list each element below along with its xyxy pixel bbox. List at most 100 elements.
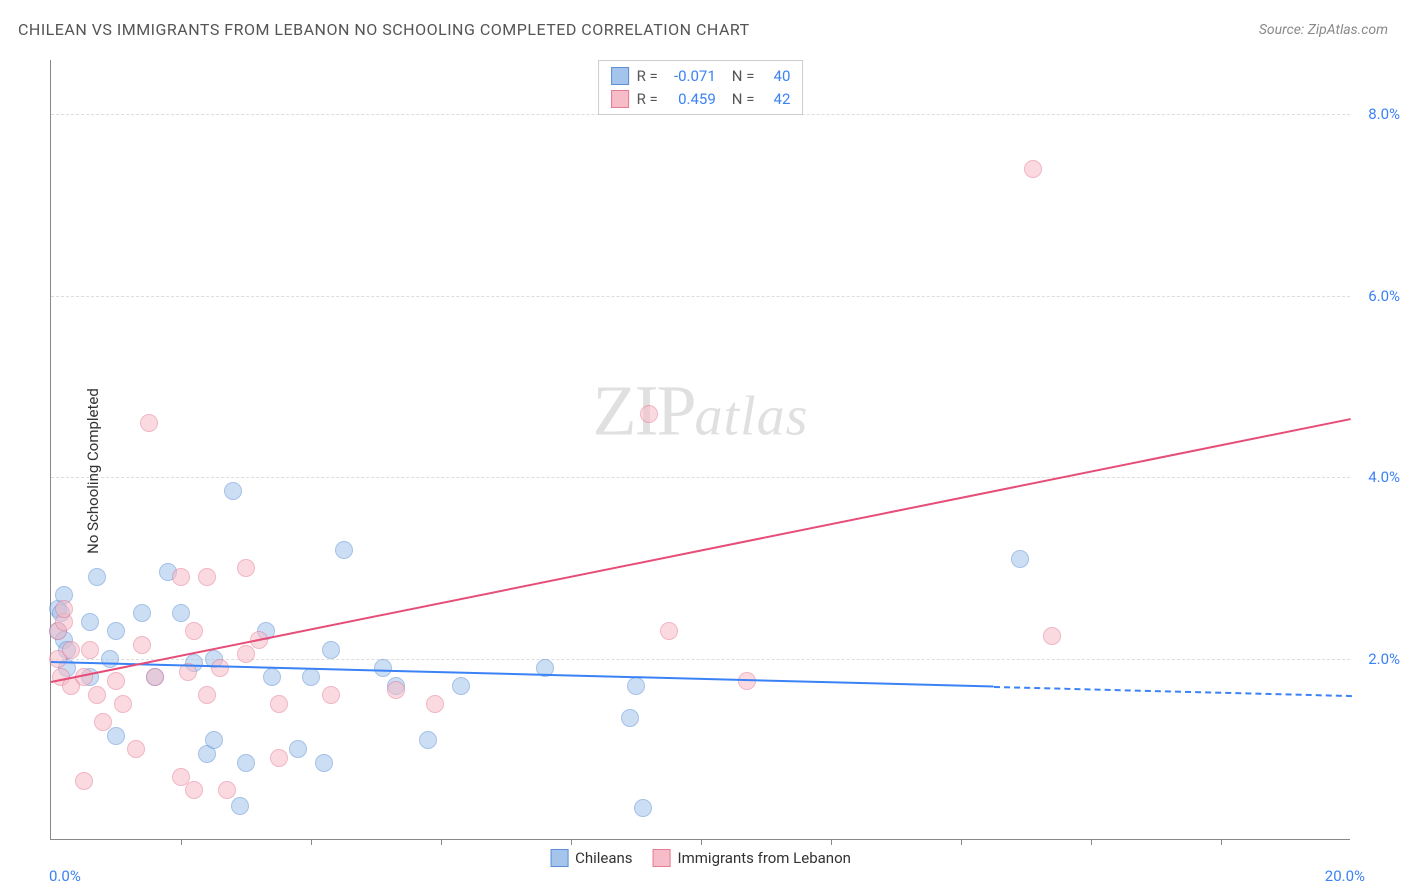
data-point — [185, 781, 203, 799]
legend-item-1: Immigrants from Lebanon — [653, 849, 851, 867]
data-point — [738, 672, 756, 690]
data-point — [55, 600, 73, 618]
data-point — [94, 713, 112, 731]
legend-swatch-0 — [550, 849, 568, 867]
data-point — [419, 731, 437, 749]
trend-line-extrapolated — [993, 686, 1351, 697]
legend-item-0: Chileans — [550, 849, 632, 867]
data-point — [81, 613, 99, 631]
data-point — [127, 740, 145, 758]
swatch-series-1 — [611, 90, 629, 108]
data-point — [270, 695, 288, 713]
data-point — [322, 686, 340, 704]
data-point — [335, 541, 353, 559]
x-tick-mark — [831, 839, 832, 845]
y-tick-label: 8.0% — [1368, 105, 1400, 123]
data-point — [185, 622, 203, 640]
data-point — [107, 727, 125, 745]
data-point — [88, 568, 106, 586]
data-point — [88, 686, 106, 704]
y-tick-label: 2.0% — [1368, 650, 1400, 668]
watermark-atlas: atlas — [695, 385, 809, 447]
data-point — [270, 749, 288, 767]
x-tick-mark — [441, 839, 442, 845]
data-point — [211, 659, 229, 677]
n-value-0: 40 — [762, 65, 790, 88]
data-point — [302, 668, 320, 686]
series-legend: Chileans Immigrants from Lebanon — [550, 849, 851, 867]
data-point — [218, 781, 236, 799]
correlation-row-1: R = 0.459 N = 42 — [611, 88, 791, 111]
chart-wrap: No Schooling Completed ZIPatlas R = -0.0… — [0, 50, 1406, 892]
r-label-1: R = — [637, 88, 658, 111]
n-label-0: N = — [732, 65, 755, 88]
data-point — [1043, 627, 1061, 645]
data-point — [660, 622, 678, 640]
data-point — [237, 754, 255, 772]
data-point — [205, 731, 223, 749]
data-point — [107, 672, 125, 690]
data-point — [627, 677, 645, 695]
chart-source: Source: ZipAtlas.com — [1259, 22, 1388, 38]
data-point — [133, 604, 151, 622]
x-tick-label: 0.0% — [49, 867, 81, 885]
x-tick-mark — [1091, 839, 1092, 845]
data-point — [133, 636, 151, 654]
plot-area: ZIPatlas R = -0.071 N = 40 R = 0.459 N =… — [50, 60, 1350, 840]
data-point — [426, 695, 444, 713]
data-point — [146, 668, 164, 686]
data-point — [374, 659, 392, 677]
data-point — [62, 641, 80, 659]
data-point — [289, 740, 307, 758]
r-value-0: -0.071 — [666, 65, 716, 88]
y-tick-label: 6.0% — [1368, 287, 1400, 305]
data-point — [315, 754, 333, 772]
grid-line-h — [51, 296, 1350, 297]
data-point — [263, 668, 281, 686]
data-point — [1011, 550, 1029, 568]
chart-header: CHILEAN VS IMMIGRANTS FROM LEBANON NO SC… — [18, 20, 1388, 39]
data-point — [640, 405, 658, 423]
x-tick-mark — [701, 839, 702, 845]
data-point — [140, 414, 158, 432]
data-point — [81, 641, 99, 659]
data-point — [1024, 160, 1042, 178]
data-point — [224, 482, 242, 500]
legend-swatch-1 — [653, 849, 671, 867]
data-point — [387, 681, 405, 699]
x-tick-mark — [1221, 839, 1222, 845]
grid-line-h — [51, 477, 1350, 478]
data-point — [237, 559, 255, 577]
x-tick-mark — [181, 839, 182, 845]
correlation-legend: R = -0.071 N = 40 R = 0.459 N = 42 — [598, 60, 804, 115]
correlation-row-0: R = -0.071 N = 40 — [611, 65, 791, 88]
data-point — [172, 568, 190, 586]
data-point — [198, 686, 216, 704]
chart-title: CHILEAN VS IMMIGRANTS FROM LEBANON NO SC… — [18, 20, 750, 39]
legend-label-0: Chileans — [575, 849, 632, 867]
data-point — [621, 709, 639, 727]
watermark: ZIPatlas — [593, 369, 809, 452]
r-value-1: 0.459 — [666, 88, 716, 111]
data-point — [322, 641, 340, 659]
data-point — [114, 695, 132, 713]
data-point — [75, 772, 93, 790]
data-point — [231, 797, 249, 815]
data-point — [237, 645, 255, 663]
data-point — [101, 650, 119, 668]
legend-label-1: Immigrants from Lebanon — [678, 849, 851, 867]
y-tick-label: 4.0% — [1368, 468, 1400, 486]
x-tick-mark — [311, 839, 312, 845]
data-point — [107, 622, 125, 640]
n-value-1: 42 — [762, 88, 790, 111]
swatch-series-0 — [611, 67, 629, 85]
trend-line — [51, 418, 1351, 683]
x-tick-mark — [571, 839, 572, 845]
data-point — [198, 568, 216, 586]
data-point — [634, 799, 652, 817]
x-tick-mark — [961, 839, 962, 845]
data-point — [452, 677, 470, 695]
data-point — [172, 604, 190, 622]
r-label-0: R = — [637, 65, 658, 88]
n-label-1: N = — [732, 88, 755, 111]
